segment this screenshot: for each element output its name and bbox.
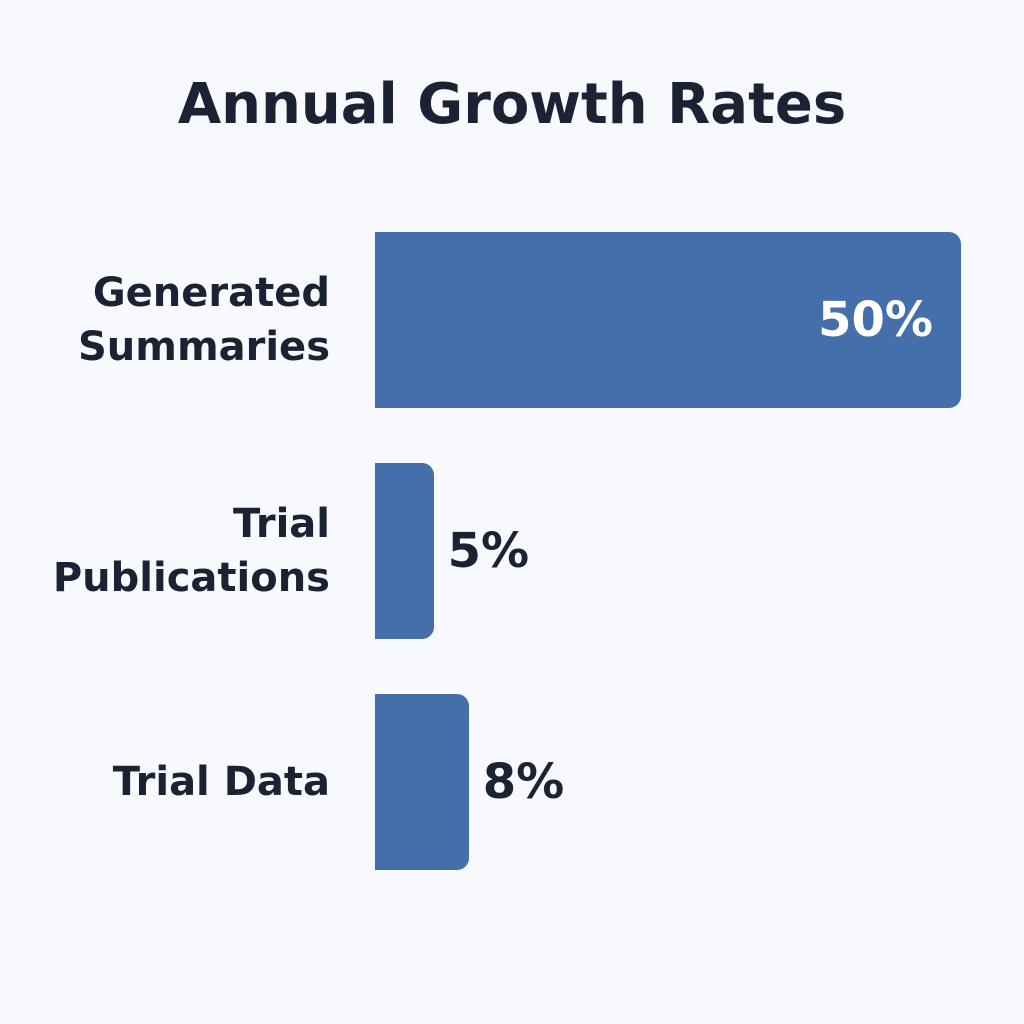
- category-label: Generated Summaries: [77, 270, 330, 370]
- bar: [375, 694, 469, 870]
- category-label: Trial Publications: [52, 501, 330, 601]
- value-label: 50%: [818, 292, 933, 348]
- bar: [375, 463, 434, 639]
- value-label: 5%: [447, 523, 530, 579]
- chart-title: Annual Growth Rates: [177, 72, 847, 137]
- bar: [375, 232, 961, 408]
- value-label: 8%: [482, 754, 565, 810]
- category-label: Trial Data: [112, 759, 330, 805]
